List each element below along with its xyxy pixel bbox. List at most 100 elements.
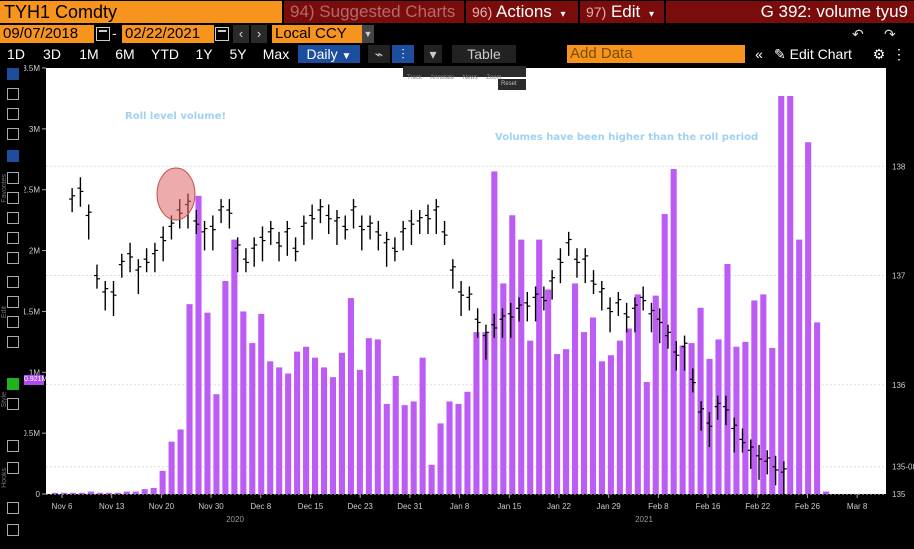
volume-bar (320, 367, 328, 494)
channel-tool-icon[interactable] (7, 252, 19, 264)
reset-button[interactable]: Reset (498, 79, 526, 90)
suggested-charts-button[interactable]: 94) Suggested Charts (284, 1, 464, 23)
next-period-button[interactable]: › (251, 25, 267, 43)
volume-bar (554, 354, 561, 494)
volume-bar (455, 403, 462, 494)
period-6m-button[interactable]: 6M (115, 46, 135, 62)
palette-icon[interactable] (7, 502, 19, 514)
volume-bar (715, 339, 722, 494)
end-date-input[interactable]: 02/22/2021 (122, 25, 214, 43)
hook-edit-icon[interactable] (7, 462, 19, 474)
hook-tool-icon[interactable] (7, 440, 19, 452)
actions-number: 96) (472, 4, 493, 20)
volume-price-chart[interactable]: 0 0.5M 1M 1.5M 2M 2.5M 3M 3.5M 135 135-08 136 137 13… (24, 64, 914, 549)
hline-tool-icon[interactable] (7, 232, 19, 244)
settings-gear-icon[interactable] (7, 524, 19, 536)
calendar-icon[interactable] (215, 27, 229, 41)
volume-bar (814, 322, 821, 494)
period-1d-button[interactable]: 1D (7, 46, 25, 62)
chevron-down-icon[interactable]: ▾ (424, 45, 442, 63)
graph-title: G 392: volume tyu9 (666, 1, 914, 23)
favorites-label: Favorites (1, 174, 8, 203)
volume-bar (760, 294, 767, 494)
more-icon[interactable]: ⋮ (892, 46, 906, 62)
actions-menu[interactable]: 96) Actions ▾ (466, 1, 578, 23)
trash-icon[interactable] (7, 336, 19, 348)
period-3d-button[interactable]: 3D (43, 46, 61, 62)
trend-tool-icon[interactable] (7, 212, 19, 224)
volume-bar (87, 491, 94, 494)
edit-menu[interactable]: 97) Edit ▾ (580, 1, 664, 23)
volume-bar (132, 491, 139, 494)
brush-tool-icon[interactable] (7, 192, 19, 204)
volume-bar (105, 492, 112, 494)
period-1m-button[interactable]: 1M (79, 46, 99, 62)
x-axis-label: Nov 20 (149, 502, 175, 511)
x-axis-label: Dec 15 (298, 502, 324, 511)
collapse-icon[interactable]: « (755, 46, 763, 62)
style-tool-icon[interactable] (7, 398, 19, 410)
chart-toolbar: 1D 3D 1M 6M YTD 1Y 5Y Max Daily ▼ ⌁ ⫶ ▾ … (0, 44, 914, 64)
dollar-tool-icon[interactable] (7, 128, 19, 140)
pencil-tool-icon[interactable] (7, 88, 19, 100)
volume-bar (652, 295, 659, 494)
color-green-swatch[interactable] (7, 378, 19, 390)
period-ytd-button[interactable]: YTD (151, 46, 179, 62)
zoom-button[interactable]: Zoom (486, 75, 502, 81)
draw-tool-icon[interactable] (7, 276, 19, 288)
line-chart-icon[interactable]: ⌁ (368, 45, 390, 63)
volume-bar (580, 332, 588, 494)
date-range-row: 09/07/2018 - 02/22/2021 ‹ › Local CCY ▼ (0, 24, 914, 44)
redo-icon[interactable]: ↷ (884, 26, 896, 42)
edit-chart-button[interactable]: ✎ Edit Chart (774, 45, 864, 63)
volume-bar (589, 317, 597, 494)
chevron-down-icon[interactable]: ▼ (362, 25, 374, 43)
frequency-select[interactable]: Daily ▼ (298, 45, 360, 63)
volume-bar (796, 239, 803, 494)
move-tool-icon[interactable] (7, 296, 19, 308)
calendar-icon[interactable] (96, 27, 110, 41)
start-date-input[interactable]: 09/07/2018 (0, 25, 94, 43)
currency-select[interactable]: Local CCY (272, 25, 362, 43)
volume-bar (688, 343, 695, 494)
volume-bar (410, 401, 417, 494)
volume-bar (545, 289, 552, 494)
volume-bar (285, 373, 292, 494)
news-button[interactable]: News (462, 75, 478, 81)
settings-icon[interactable]: ⚙ (872, 46, 886, 62)
volume-bar (231, 239, 238, 494)
period-max-button[interactable]: Max (262, 46, 290, 62)
x-axis-label: Feb 8 (648, 502, 669, 511)
previous-period-button[interactable]: ‹ (233, 25, 249, 43)
volume-bar (222, 281, 229, 494)
volume-bar (356, 369, 363, 494)
ticker-field[interactable]: TYH1 Comdty (0, 1, 282, 23)
track-button[interactable]: Track (407, 75, 422, 81)
volume-bar (572, 283, 579, 494)
left-axis-label: 2M (29, 247, 40, 256)
undo-icon[interactable]: ↶ (852, 26, 864, 42)
select-tool-icon[interactable] (7, 316, 19, 328)
actions-dropdown-icon: ▾ (560, 9, 566, 20)
chart-area[interactable]: 0 0.5M 1M 1.5M 2M 2.5M 3M 3.5M 135 135-08 136 137 13… (24, 64, 914, 549)
x-axis-label: Nov 6 (52, 502, 73, 511)
volume-bar (733, 346, 740, 494)
add-data-input[interactable]: Add Data (567, 45, 745, 63)
left-axis-label: 3.5M (24, 64, 40, 73)
volume-bar (724, 263, 731, 494)
pointer-tool-icon[interactable] (7, 68, 19, 80)
period-1y-button[interactable]: 1Y (195, 46, 213, 62)
volume-bar (482, 332, 489, 494)
line-tool-icon[interactable] (7, 172, 19, 184)
chevron-down-icon: ▼ (341, 51, 352, 62)
bar-chart-icon[interactable]: ⫶ (392, 45, 414, 63)
bar-tool-icon[interactable] (7, 150, 19, 162)
period-5y-button[interactable]: 5Y (229, 46, 247, 62)
right-axis-label: 136 (892, 381, 906, 390)
percent-tool-icon[interactable] (7, 108, 19, 120)
annotate-button[interactable]: Annotate (430, 75, 455, 81)
volume-bar (500, 283, 507, 494)
volume-bar (446, 401, 453, 494)
table-button[interactable]: Table (452, 45, 516, 63)
left-axis-label: 0 (36, 490, 41, 499)
